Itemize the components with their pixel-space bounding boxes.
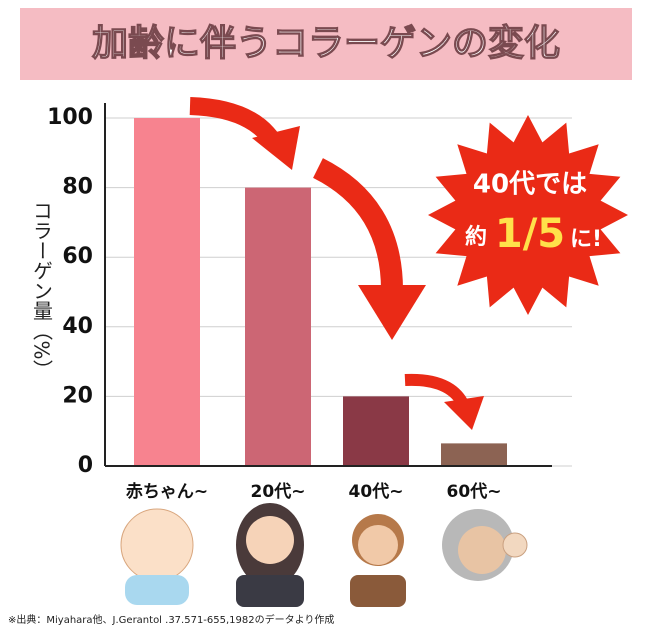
x-tick-label: 40代~ — [349, 481, 404, 502]
arrow-head — [444, 396, 484, 430]
y-tick-label: 60 — [62, 244, 93, 269]
callout-emphasis: 1/5 — [495, 211, 565, 257]
elder-face — [458, 526, 506, 574]
arrows — [189, 97, 484, 430]
bar — [245, 187, 311, 466]
arrow-head — [252, 126, 300, 170]
y-tick-label: 40 — [62, 314, 93, 339]
y-tick-label: 20 — [62, 383, 93, 408]
x-tick-label: 20代~ — [251, 481, 306, 502]
woman-face — [246, 516, 294, 564]
y-tick-label: 100 — [47, 105, 93, 130]
callout-text: 約 — [465, 224, 487, 250]
callout-text: 40代では — [473, 170, 587, 200]
baby-face — [120, 508, 194, 582]
y-axis-label: コラーゲン量（%） — [30, 200, 54, 379]
callout-burst — [428, 115, 628, 315]
bar — [343, 396, 409, 466]
baby-body — [125, 575, 189, 605]
arrow-head — [358, 285, 426, 340]
skin-detail — [502, 532, 528, 558]
arrow — [404, 373, 468, 406]
arrow — [312, 158, 403, 291]
illustrations — [120, 503, 528, 607]
x-tick-label: 赤ちゃん~ — [126, 481, 208, 502]
woman-suit — [236, 575, 304, 607]
woman-face — [358, 525, 398, 565]
callout-text: に! — [570, 227, 602, 252]
footnote: ※出典：Miyahara他、J.Gerantol .37.571-655,198… — [8, 613, 334, 626]
y-tick-label: 80 — [62, 175, 93, 200]
arrow — [189, 97, 280, 146]
y-tick-label: 0 — [78, 453, 93, 478]
chart-title: 加齢に伴うコラーゲンの変化 — [92, 22, 560, 64]
x-tick-label: 60代~ — [447, 481, 502, 502]
bar — [134, 118, 200, 466]
bar — [441, 443, 507, 466]
woman-body — [350, 575, 406, 607]
title-box — [20, 8, 632, 80]
plot-area: 0 20 40 60 80 100 赤ちゃん~ 20代~ 40代~ 60代~ — [47, 103, 572, 502]
